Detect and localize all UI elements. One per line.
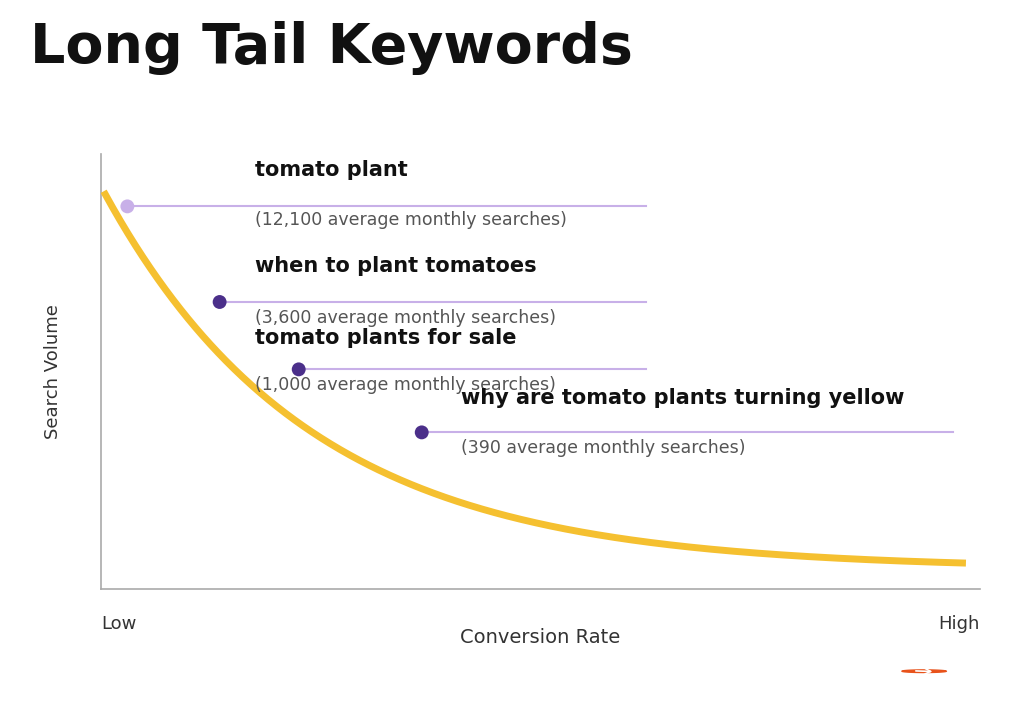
Point — [291, 364, 307, 375]
Text: tomato plant: tomato plant — [255, 161, 407, 180]
Text: Long Tail Keywords: Long Tail Keywords — [30, 21, 633, 75]
Text: (3,600 average monthly searches): (3,600 average monthly searches) — [255, 308, 556, 327]
Text: Conversion Rate: Conversion Rate — [461, 628, 620, 647]
Text: (1,000 average monthly searches): (1,000 average monthly searches) — [255, 376, 556, 394]
Text: semrush.com: semrush.com — [30, 662, 143, 680]
Point — [211, 297, 227, 308]
Text: SEMRUSH: SEMRUSH — [877, 662, 985, 681]
Text: why are tomato plants turning yellow: why are tomato plants turning yellow — [462, 388, 905, 409]
Text: (12,100 average monthly searches): (12,100 average monthly searches) — [255, 211, 567, 229]
Text: tomato plants for sale: tomato plants for sale — [255, 327, 516, 348]
Text: Low: Low — [101, 615, 136, 633]
Point — [119, 200, 135, 212]
Polygon shape — [902, 670, 946, 672]
Text: (390 average monthly searches): (390 average monthly searches) — [462, 439, 745, 457]
Text: Search Volume: Search Volume — [43, 304, 62, 439]
Text: High: High — [938, 615, 980, 633]
Point — [414, 427, 430, 438]
Text: when to plant tomatoes: when to plant tomatoes — [255, 256, 536, 276]
